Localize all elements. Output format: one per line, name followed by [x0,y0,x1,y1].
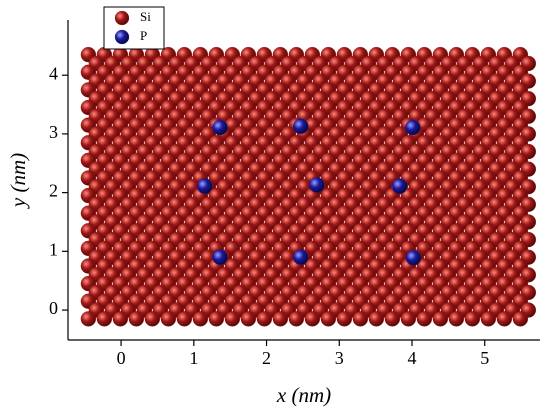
si-atom [288,311,305,327]
si-atom [176,311,193,327]
p-atom [197,178,213,194]
si-atom [368,311,385,327]
p-atom [212,249,228,265]
x-axis-label: x (nm) [276,383,331,407]
p-atom [309,177,325,193]
si-atom [480,311,497,327]
x-tick-label: 1 [189,348,198,368]
y-tick-label: 0 [49,298,58,318]
si-atom [304,311,321,327]
si-atom [416,311,433,327]
p-atom [293,249,309,265]
si-atom [224,311,241,327]
si-atom [240,311,257,327]
si-atom [112,311,129,327]
y-axis-label: y (nm) [6,153,30,209]
y-tick-label: 3 [49,122,58,142]
si-atom [96,311,113,327]
si-atom [464,311,481,327]
legend-box [103,6,165,50]
si-atom [512,311,529,327]
si-atom [448,311,465,327]
legend: Si P [114,9,151,45]
si-atom [272,311,289,327]
si-atom [352,311,369,327]
legend-marker [114,10,130,26]
y-tick-label: 4 [49,63,58,83]
si-atom [400,311,417,327]
p-atom [405,119,421,136]
legend-label: Si [140,9,151,24]
legend-marker [114,29,130,45]
p-atom [212,119,228,136]
si-atom [208,311,225,327]
si-atom [336,311,353,327]
x-tick-label: 3 [335,348,344,368]
x-tick-label: 2 [262,348,271,368]
si-atom [432,311,449,327]
y-tick-label: 1 [49,239,58,259]
atoms [80,46,537,327]
si-atom [160,311,177,327]
si-atom [128,311,145,327]
si-atom [192,311,209,327]
si-atom [256,311,273,327]
si-atom [384,311,401,327]
p-atom [405,250,422,266]
p-atom [293,118,309,134]
si-atom [320,311,337,327]
axes: 0 1 2 3 4 5 0 1 2 3 4 [49,20,540,368]
p-atom [391,178,408,194]
legend-label: P [140,28,147,43]
si-atom [496,311,513,327]
si-atom [80,311,97,327]
si-atom [144,311,161,327]
y-tick-label: 2 [49,181,58,201]
x-tick-label: 0 [117,348,126,368]
x-tick-label: 4 [408,348,417,368]
x-tick-label: 5 [480,348,489,368]
